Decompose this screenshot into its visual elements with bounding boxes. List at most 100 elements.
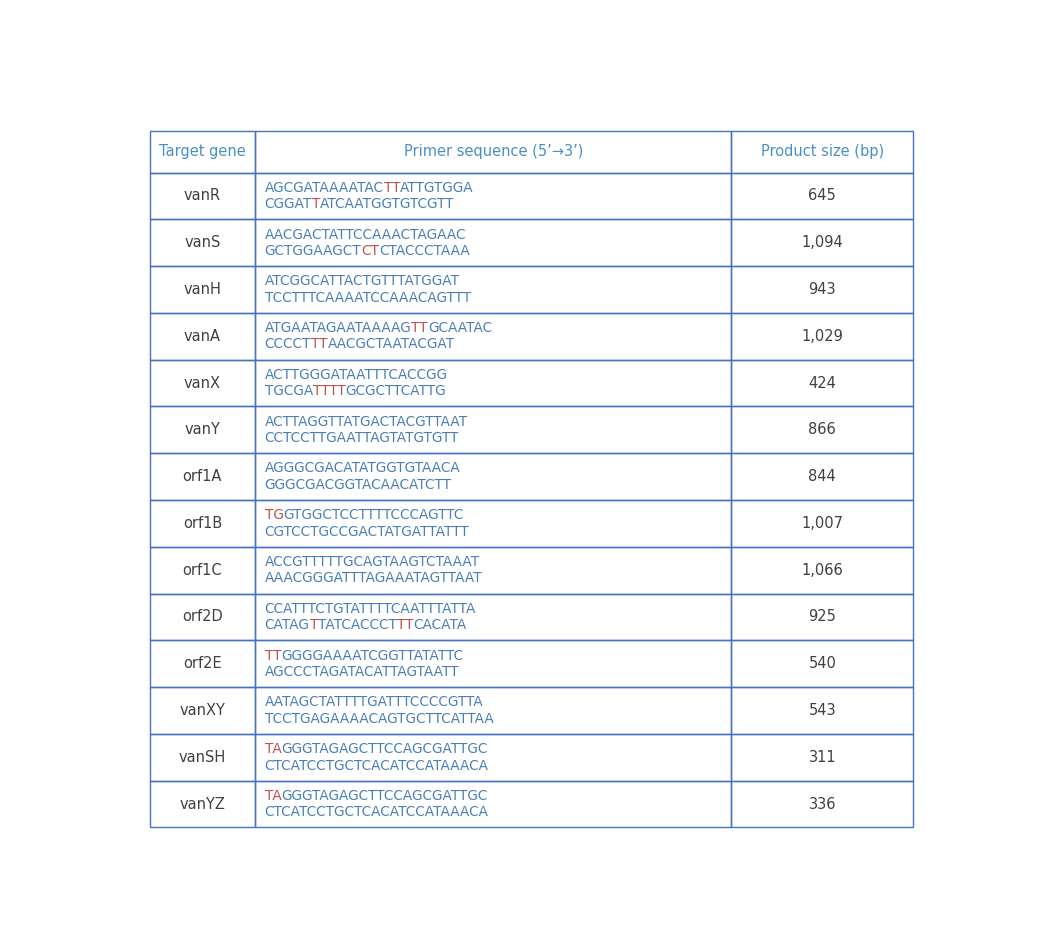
Text: 543: 543	[809, 703, 836, 718]
Text: 844: 844	[809, 469, 836, 484]
Text: TT: TT	[384, 181, 400, 195]
Text: 1,007: 1,007	[802, 516, 843, 531]
Text: vanYZ: vanYZ	[179, 797, 225, 812]
Text: TT: TT	[412, 321, 428, 335]
Text: 925: 925	[809, 609, 836, 625]
Bar	[255, 360, 731, 406]
Bar	[731, 172, 914, 219]
Text: Target gene: Target gene	[159, 144, 246, 159]
Text: TATCACCCT: TATCACCCT	[318, 618, 397, 632]
Bar	[149, 360, 255, 406]
Text: CGTCCTGCCGACTATGATTATTT: CGTCCTGCCGACTATGATTATTT	[264, 525, 470, 539]
Text: GGGTAGAGCTTCCAGCGATTGC: GGGTAGAGCTTCCAGCGATTGC	[281, 788, 487, 803]
Text: 311: 311	[809, 750, 836, 765]
Text: TCCTTTCAAAATCCAAACAGTTT: TCCTTTCAAAATCCAAACAGTTT	[264, 291, 471, 304]
Text: 336: 336	[809, 797, 836, 812]
Text: CCTCCTTGAATTAGTATGTGTT: CCTCCTTGAATTAGTATGTGTT	[264, 431, 459, 445]
Text: 1,029: 1,029	[802, 329, 843, 344]
Text: vanY: vanY	[185, 422, 220, 437]
Bar	[255, 500, 731, 546]
Text: 866: 866	[809, 422, 836, 437]
Text: ACTTAGGTTATGACTACGTTAAT: ACTTAGGTTATGACTACGTTAAT	[264, 414, 468, 429]
Bar	[731, 360, 914, 406]
Text: T: T	[310, 618, 318, 632]
Text: AACGACTATTCCAAACTAGAAC: AACGACTATTCCAAACTAGAAC	[264, 228, 467, 241]
Bar	[731, 266, 914, 313]
Bar	[731, 453, 914, 500]
Bar	[149, 593, 255, 641]
Bar	[149, 313, 255, 360]
Bar	[731, 546, 914, 593]
Bar	[149, 546, 255, 593]
Bar	[731, 687, 914, 734]
Bar	[149, 500, 255, 546]
Text: TT: TT	[264, 649, 281, 662]
Bar	[731, 734, 914, 781]
Text: CT: CT	[361, 244, 380, 258]
Text: CCATTTCTGTATTTTCAATTTATTA: CCATTTCTGTATTTTCAATTTATTA	[264, 602, 476, 616]
Bar	[731, 500, 914, 546]
Bar	[255, 593, 731, 641]
Bar	[149, 453, 255, 500]
Text: vanSH: vanSH	[178, 750, 226, 765]
Text: CGGAT: CGGAT	[264, 197, 312, 211]
Text: CACATA: CACATA	[414, 618, 467, 632]
Text: 1,094: 1,094	[802, 236, 843, 251]
Text: orf2E: orf2E	[184, 657, 222, 672]
Text: TT: TT	[311, 337, 328, 351]
Text: TA: TA	[264, 742, 281, 756]
Text: GCAATAC: GCAATAC	[428, 321, 493, 335]
Bar	[255, 406, 731, 453]
Text: orf1A: orf1A	[183, 469, 222, 484]
Bar	[149, 131, 255, 172]
Text: TG: TG	[264, 509, 283, 522]
Text: 943: 943	[809, 282, 836, 297]
Text: ATTGTGGA: ATTGTGGA	[400, 181, 474, 195]
Text: TGCGA: TGCGA	[264, 384, 313, 398]
Bar	[149, 219, 255, 266]
Bar	[731, 593, 914, 641]
Text: AATAGCTATTTTGATTTCCCCGTTA: AATAGCTATTTTGATTTCCCCGTTA	[264, 695, 483, 709]
Bar	[255, 131, 731, 172]
Bar	[255, 781, 731, 827]
Bar	[255, 172, 731, 219]
Bar	[255, 313, 731, 360]
Bar	[731, 641, 914, 687]
Bar	[255, 641, 731, 687]
Bar	[255, 546, 731, 593]
Text: GGGTAGAGCTTCCAGCGATTGC: GGGTAGAGCTTCCAGCGATTGC	[281, 742, 487, 756]
Text: TCCTGAGAAAACAGTGCTTCATTAA: TCCTGAGAAAACAGTGCTTCATTAA	[264, 712, 494, 725]
Bar	[255, 687, 731, 734]
Text: vanH: vanH	[184, 282, 221, 297]
Text: ACCGTTTTTGCAGTAAGTCTAAAT: ACCGTTTTTGCAGTAAGTCTAAAT	[264, 555, 480, 569]
Bar	[149, 734, 255, 781]
Text: TA: TA	[264, 788, 281, 803]
Text: GTGGCTCCTTTTCCCAGTTC: GTGGCTCCTTTTCCCAGTTC	[283, 509, 464, 522]
Text: CTCATCCTGCTCACATCCATAAACA: CTCATCCTGCTCACATCCATAAACA	[264, 805, 488, 820]
Text: CTCATCCTGCTCACATCCATAAACA: CTCATCCTGCTCACATCCATAAACA	[264, 758, 488, 772]
Text: AGCCCTAGATACATTAGTAATT: AGCCCTAGATACATTAGTAATT	[264, 665, 459, 679]
Text: vanR: vanR	[184, 188, 221, 203]
Text: TTTT: TTTT	[313, 384, 345, 398]
Text: AAACGGGATTTAGAAATAGTTAAT: AAACGGGATTTAGAAATAGTTAAT	[264, 572, 482, 585]
Text: CTACCCTAAA: CTACCCTAAA	[380, 244, 470, 258]
Bar	[255, 734, 731, 781]
Text: 540: 540	[809, 657, 836, 672]
Text: GGGCGACGGTACAACATCTT: GGGCGACGGTACAACATCTT	[264, 478, 452, 492]
Bar	[149, 781, 255, 827]
Bar	[149, 406, 255, 453]
Text: GGGGAAAATCGGTTATATTC: GGGGAAAATCGGTTATATTC	[281, 649, 464, 662]
Text: GCGCTTCATTG: GCGCTTCATTG	[345, 384, 446, 398]
Text: AGCGATAAAATAC: AGCGATAAAATAC	[264, 181, 384, 195]
Text: AGGGCGACATATGGTGTAACA: AGGGCGACATATGGTGTAACA	[264, 462, 460, 476]
Bar	[149, 266, 255, 313]
Text: vanS: vanS	[185, 236, 221, 251]
Bar	[255, 453, 731, 500]
Text: Primer sequence (5’→3’): Primer sequence (5’→3’)	[403, 144, 583, 159]
Text: vanXY: vanXY	[179, 703, 225, 718]
Bar	[149, 687, 255, 734]
Text: ATGAATAGAATAAAAG: ATGAATAGAATAAAAG	[264, 321, 412, 335]
Bar	[731, 219, 914, 266]
Text: 645: 645	[809, 188, 836, 203]
Text: TT: TT	[397, 618, 414, 632]
